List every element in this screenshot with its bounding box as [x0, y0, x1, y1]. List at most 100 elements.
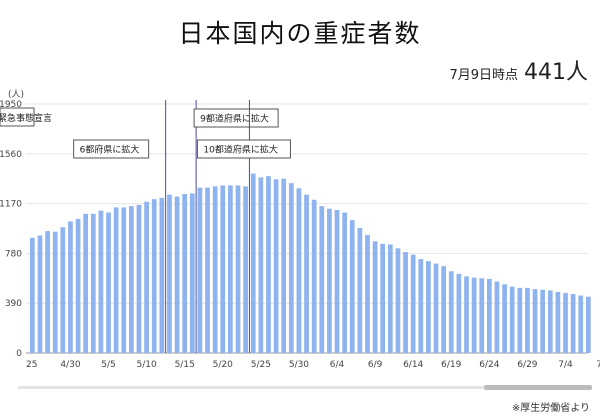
bar: [197, 187, 203, 353]
clipped-label-box: 緊急事態宣言: [0, 107, 52, 127]
annotation-label: 10都道府県に拡大: [196, 139, 291, 159]
bar: [129, 206, 134, 353]
bar: [288, 183, 294, 353]
bar: [243, 186, 248, 353]
bar: [98, 210, 104, 353]
as-of-unit: 人: [565, 60, 588, 85]
x-tick-label: 5/5: [101, 360, 115, 370]
bar: [220, 185, 226, 353]
bar: [212, 186, 218, 353]
bar: [578, 295, 584, 353]
bar: [441, 266, 447, 353]
x-tick-label: 6/14: [403, 360, 423, 370]
source-note: ※厚生労働省より: [511, 399, 590, 414]
bar: [121, 207, 127, 353]
bar: [159, 197, 165, 353]
y-tick-label: 780: [5, 249, 22, 259]
bar: [189, 193, 195, 353]
bar: [167, 194, 172, 353]
bar: [486, 278, 492, 353]
x-tick-label: 5/10: [136, 360, 156, 370]
bar: [52, 231, 58, 353]
scroll-track: [18, 386, 592, 389]
bar: [334, 209, 340, 353]
y-tick-label: 1950: [0, 100, 22, 110]
bar: [342, 212, 347, 353]
bar: [555, 291, 561, 353]
bar: [106, 212, 111, 353]
y-tick-label: 0: [16, 349, 22, 359]
x-tick-label: 6/29: [517, 360, 537, 370]
bar: [296, 188, 302, 353]
annotation-label: 9都道府県に拡大: [193, 108, 279, 128]
x-tick-label: 6/4: [330, 360, 345, 370]
bar: [433, 263, 439, 353]
x-tick-label: 6/19: [441, 360, 461, 370]
x-tick-label: 6/9: [368, 360, 383, 370]
bar: [357, 227, 363, 353]
annotation-text: 6都府県に拡大: [80, 144, 140, 156]
bar: [273, 179, 279, 353]
bar: [456, 273, 462, 353]
bar: [30, 237, 35, 353]
bar: [136, 204, 142, 353]
bar: [151, 199, 157, 353]
bar: [228, 185, 233, 353]
as-of-value: 441: [523, 60, 566, 85]
annotation-box: [193, 108, 279, 128]
bar: [464, 276, 469, 353]
scroll-thumb: [484, 385, 592, 390]
x-tick-label: 5/30: [289, 360, 309, 370]
bars: [30, 173, 591, 353]
horizontal-scrollbar[interactable]: [18, 385, 592, 390]
bar: [387, 244, 393, 353]
y-tick-label: 1560: [0, 150, 22, 160]
bar: [570, 294, 576, 353]
annotation-box: [196, 139, 291, 159]
bar: [365, 234, 370, 353]
annotation-label: 6都府県に拡大: [73, 139, 150, 159]
bar: [83, 213, 89, 353]
clipped-label-text: 緊急事態宣言: [0, 112, 52, 124]
y-tick-label: 390: [5, 299, 22, 309]
x-tick-label: 4/30: [60, 360, 80, 370]
bar: [266, 176, 271, 353]
annotation-box: [73, 139, 150, 159]
bar: [258, 177, 264, 353]
chart-title: 日本国内の重症者数: [178, 19, 422, 48]
bar: [144, 201, 149, 353]
x-tick-label: 7/9: [596, 360, 600, 370]
bar: [525, 287, 530, 353]
bar: [235, 185, 241, 353]
bar: [479, 278, 485, 353]
x-tick-label: 7/4: [558, 360, 573, 370]
bar: [319, 206, 325, 353]
annotation-markers: 6都府県に拡大 9都道府県に拡大 10都道府県に拡大: [73, 100, 291, 353]
bar: [37, 235, 43, 353]
annotation-text: 9都道府県に拡大: [200, 113, 269, 125]
bar: [494, 281, 500, 353]
x-axis: 25 4/30 5/5 5/10 5/15 5/20 5/25 5/30 6/4 6/9 6/14 6…: [26, 360, 600, 370]
bar: [380, 243, 386, 353]
bar: [75, 218, 81, 353]
x-tick-label: 5/20: [213, 360, 233, 370]
bar: [517, 287, 523, 353]
bar: [403, 252, 408, 353]
x-tick-label: 5/15: [175, 360, 195, 370]
bar: [304, 194, 309, 353]
y-axis: 0 390 780 1170 1560 1950: [0, 100, 22, 359]
x-tick-label: 25: [26, 360, 37, 370]
bar: [281, 178, 287, 353]
bar: [471, 277, 477, 353]
bar: [90, 213, 96, 353]
x-tick-label: 6/24: [479, 360, 499, 370]
bar: [60, 227, 66, 353]
bar: [532, 289, 538, 353]
bar: [68, 221, 73, 353]
bar: [586, 296, 591, 353]
bar: [395, 248, 401, 353]
bar: [45, 231, 50, 353]
bar: [113, 207, 119, 353]
bar: [349, 220, 355, 353]
bar: [410, 254, 416, 353]
